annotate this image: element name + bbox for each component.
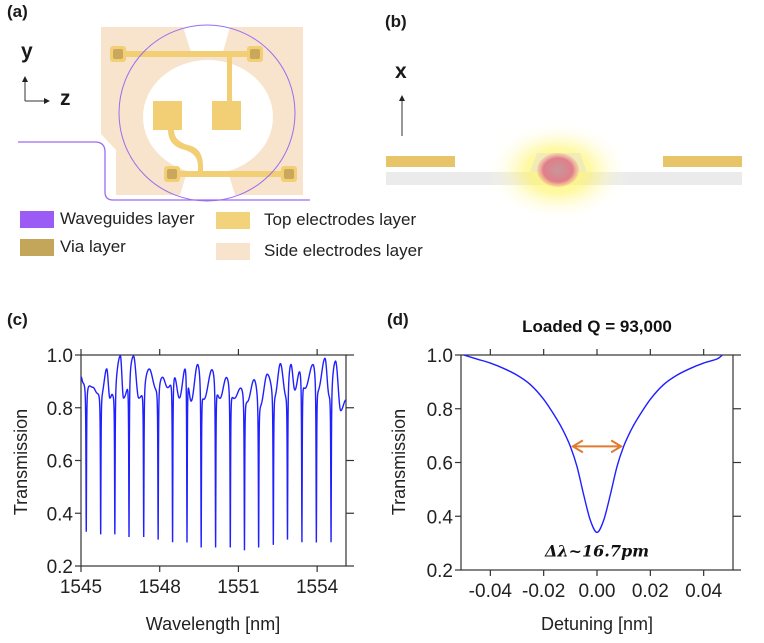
x-tick-label: 1554 [296, 577, 339, 598]
legend-label: Waveguides layer [60, 209, 195, 228]
ring-waveguide [118, 24, 296, 202]
legend-swatch-top-electrodes [216, 211, 250, 229]
y-tick-label: 1.0 [47, 346, 73, 367]
legend-label: Via layer [60, 237, 126, 256]
x-tick-label: -0.02 [522, 581, 565, 602]
device-layout-diagram [18, 24, 310, 202]
x-tick-label: 1545 [60, 577, 102, 598]
y-axis-title: Transmission [389, 409, 409, 515]
x-tick-label: 0.00 [579, 581, 616, 602]
electrode-left [386, 156, 455, 167]
axis-x-label: x [395, 60, 407, 83]
y-tick-label: 0.8 [427, 400, 453, 421]
electrode-right [663, 156, 742, 167]
legend-side-electrodes: Side electrodes layer [216, 241, 423, 261]
arrowhead-right [610, 439, 624, 454]
legend-waveguides: Waveguides layer [20, 209, 195, 229]
cross-section-diagram [386, 95, 742, 220]
panel-a-label: (a) [7, 2, 28, 21]
y-tick-label: 0.6 [427, 454, 453, 475]
x-tick-label: 0.04 [685, 581, 722, 602]
x-tick-label: 1551 [217, 577, 259, 598]
legend-swatch-via [20, 238, 54, 256]
y-tick-label: 0.2 [427, 561, 453, 582]
y-tick-label: 0.8 [47, 399, 73, 420]
y-tick-label: 0.6 [47, 452, 73, 473]
legend-top-electrodes: Top electrodes layer [216, 210, 416, 230]
plot-frame [460, 354, 734, 571]
legend-label: Top electrodes layer [264, 210, 417, 229]
legend-swatch-side-electrodes [216, 242, 250, 260]
x-tick-label: -0.04 [469, 581, 513, 602]
bus-waveguide [18, 141, 310, 201]
linewidth-annotation: Δλ~16.7pm [544, 542, 649, 561]
x-tick-label: 0.02 [632, 581, 669, 602]
transmission-spectrum-chart: 1545 1548 1551 1554 0.2 0.4 0.6 0.8 1.0 Waveleng… [11, 346, 354, 634]
resonance-chart: Loaded Q = 93,000 Δλ~16.7pm -0.04 -0.02 0.… [389, 317, 741, 634]
y-tick-label: 1.0 [427, 346, 453, 367]
axis-z-label: z [60, 87, 71, 110]
yz-axes-icon [22, 76, 50, 104]
legend-label: Side electrodes layer [264, 241, 423, 260]
y-tick-label: 0.4 [427, 507, 454, 528]
x-tick-label: 1548 [139, 577, 181, 598]
y-tick-label: 0.2 [47, 557, 73, 578]
mode-core [537, 153, 579, 187]
legend-swatch-waveguides [20, 210, 54, 228]
panel-c-label: (c) [7, 310, 28, 329]
vias [113, 49, 294, 179]
y-tick-label: 0.4 [47, 504, 74, 525]
legend-via: Via layer [20, 237, 126, 257]
axis-y-label: y [21, 40, 33, 63]
chart-title: Loaded Q = 93,000 [522, 317, 672, 336]
panel-d-label: (d) [387, 310, 409, 329]
panel-b-label: (b) [385, 12, 407, 31]
series-line [463, 354, 723, 534]
x-axis-title: Wavelength [nm] [146, 614, 280, 634]
series-line [80, 355, 347, 551]
arrowhead-left [570, 439, 584, 454]
x-axis-title: Detuning [nm] [541, 614, 653, 634]
y-axis-title: Transmission [11, 409, 31, 515]
